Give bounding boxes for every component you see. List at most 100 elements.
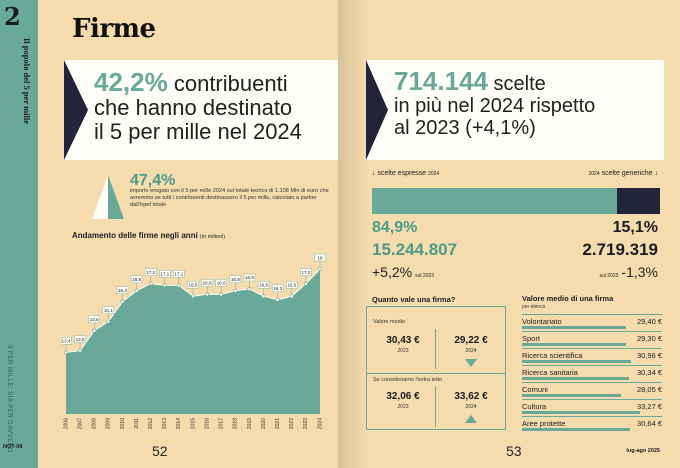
arrow-down-icon	[465, 359, 477, 367]
data-label: 15,1	[104, 308, 113, 313]
data-label: 14,6	[90, 317, 99, 322]
x-tick-label: 2016	[204, 418, 210, 429]
x-tick-label: 2022	[289, 418, 295, 429]
var-left-note: sul 2023	[415, 273, 434, 279]
divider-vertical	[435, 329, 436, 369]
category-row: Comuni 28,05 €	[522, 382, 662, 399]
share-bar	[372, 188, 660, 214]
data-point	[106, 319, 111, 324]
category-value: 29,30 €	[636, 334, 662, 343]
stat-description: importo erogato con il 5 per mille 2024 …	[130, 188, 329, 208]
category-value: 30,34 €	[636, 368, 662, 377]
data-label: 13,5	[76, 337, 85, 342]
headline-line-1: contribuenti	[167, 71, 288, 96]
data-label-box	[74, 335, 86, 343]
data-point	[318, 267, 322, 271]
x-tick-label: 2024	[317, 418, 323, 429]
data-point	[176, 283, 181, 288]
data-point	[78, 348, 83, 353]
data-point	[289, 294, 294, 299]
data-label: 17,2	[301, 270, 310, 275]
x-tick-label: 2021	[275, 418, 281, 429]
data-label: 17,1	[174, 272, 183, 277]
label-right-year: 2024	[588, 171, 600, 177]
headline-card-left: 42,2% contribuenti che hanno destinato i…	[64, 60, 338, 160]
pct-generiche: 15,1%	[612, 219, 658, 236]
category-name: Aree protette	[522, 419, 566, 428]
x-tick-label: 2019	[247, 418, 253, 429]
category-name: Ricerca scientifica	[522, 351, 583, 360]
category-row: Aree protette 30,64 €	[522, 416, 662, 433]
data-point	[191, 294, 195, 299]
x-tick-label: 2012	[148, 418, 154, 429]
data-point	[219, 292, 224, 297]
data-label-box	[116, 286, 129, 294]
x-tick-label: 2007	[77, 418, 83, 429]
category-bar	[522, 360, 632, 363]
data-label-box	[102, 306, 115, 314]
category-row: Volontariato 29,40 €	[522, 314, 662, 331]
divider-horizontal	[367, 373, 506, 374]
category-row: Ricerca scientifica 30,96 €	[522, 348, 662, 365]
headline-card-right: 714.144 scelte in più nel 2024 rispetto …	[366, 60, 664, 160]
extra-tetto-label: Se consideriamo l'extra tetto	[373, 377, 443, 383]
category-value: 29,40 €	[636, 317, 662, 326]
data-label: 16,8	[132, 277, 141, 282]
data-label: 16,5	[287, 282, 296, 287]
variation-espresse: +5,2% sul 2023	[372, 264, 437, 280]
arrow-marker	[64, 60, 88, 160]
label-left-text: ↓ scelte espresse	[372, 170, 427, 177]
left-sidebar	[0, 0, 38, 468]
label-right-text: scelte generiche ↓	[601, 170, 658, 177]
data-label-box	[173, 270, 185, 278]
category-name: Ricerca sanitaria	[522, 368, 578, 377]
value-2023: 30,43 €	[386, 335, 420, 346]
x-tick-label: 2011	[134, 418, 140, 429]
extra-year-2023: 2023	[397, 404, 409, 410]
category-bar	[522, 326, 626, 329]
extra-year-2024: 2024	[465, 404, 477, 410]
data-point	[120, 299, 125, 304]
data-label: 16,9	[245, 275, 254, 280]
data-label-box	[215, 279, 227, 287]
data-point	[303, 281, 308, 286]
category-value: 28,05 €	[636, 385, 662, 394]
data-label: 16,5	[189, 282, 198, 287]
category-value: 30,64 €	[636, 419, 662, 428]
data-label-box	[159, 270, 171, 278]
variation-generiche: sul 2023 -1,3%	[597, 264, 658, 280]
data-label-box	[229, 275, 242, 283]
area-chart: 13,4 2006 13,5 2007 14,6 2008 15,1 2009 16,2 2010…	[62, 253, 326, 429]
data-label-box	[88, 315, 100, 323]
category-value: 30,96 €	[636, 351, 662, 360]
label-left-year: 2024	[428, 171, 440, 177]
data-label: 16,3	[273, 286, 282, 291]
divider-vertical	[435, 387, 436, 427]
headline-number: 714.144	[394, 66, 488, 96]
data-label-box	[130, 275, 143, 283]
data-point	[247, 287, 252, 291]
chart-unit: (in milioni)	[200, 234, 226, 240]
category-value: 33,27 €	[636, 402, 662, 411]
category-row: Cultura 33,27 €	[522, 399, 662, 416]
valore-medio-title: Valore medio di una firma	[522, 294, 614, 303]
footer-issue: lug-ago 2025	[626, 448, 660, 454]
data-label-box	[243, 273, 256, 282]
section-number: 2	[4, 2, 21, 31]
data-point	[275, 297, 280, 302]
year-2023: 2023	[397, 348, 409, 354]
headline-pct: 42,2%	[94, 67, 168, 97]
var-right-note: sul 2023	[599, 273, 619, 279]
data-label: 17,1	[160, 272, 169, 277]
data-label-box	[144, 268, 157, 276]
category-row: Sport 29,30 €	[522, 331, 662, 348]
category-name: Sport	[522, 334, 540, 343]
data-label: 18	[317, 255, 323, 260]
chart-title: Andamento delle firme negli anni (in mil…	[72, 231, 225, 240]
quanto-vale-title: Quanto vale una firma?	[372, 295, 456, 304]
data-point	[64, 350, 68, 355]
headline-line-3: il 5 per mille nel 2024	[94, 119, 302, 144]
data-label: 16,2	[118, 288, 127, 293]
gutter-shadow	[338, 0, 368, 468]
